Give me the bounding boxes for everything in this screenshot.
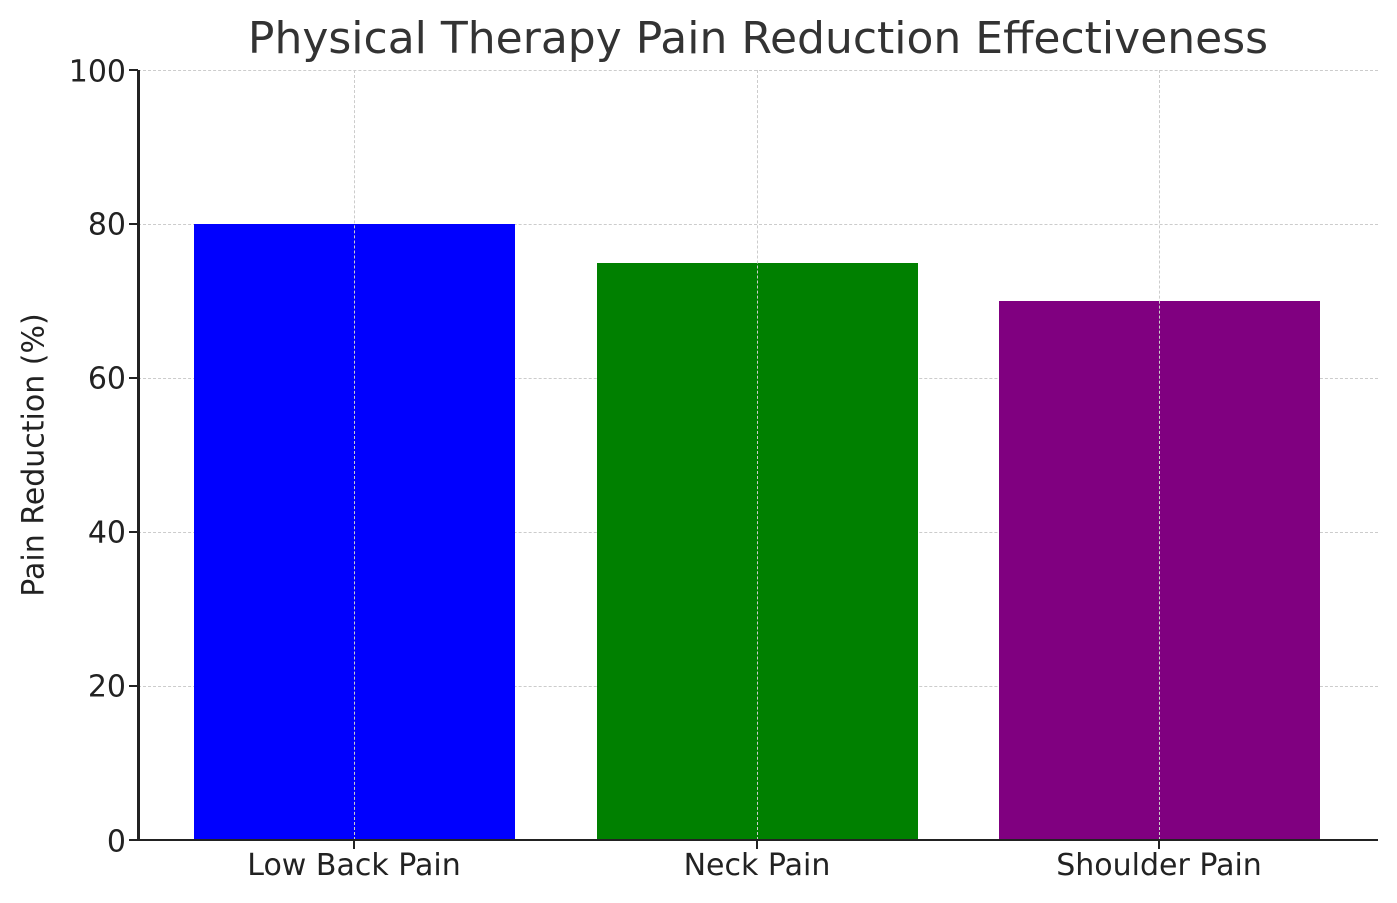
gridline-x-neck-pain xyxy=(757,70,758,840)
x-axis-line xyxy=(137,838,1378,841)
gridline-y-80 xyxy=(138,224,1378,225)
x-tick-label-low-back-pain: Low Back Pain xyxy=(247,848,461,883)
y-tick-20 xyxy=(129,685,138,687)
gridline-y-100 xyxy=(138,70,1378,71)
y-tick-0 xyxy=(129,839,138,841)
y-tick-label-0: 0 xyxy=(106,824,126,860)
y-tick-label-100: 100 xyxy=(68,54,126,90)
gridline-x-shoulder-pain xyxy=(1159,70,1160,840)
y-tick-label-40: 40 xyxy=(87,515,126,551)
y-tick-label-80: 80 xyxy=(87,207,126,243)
gridline-x-low-back-pain xyxy=(354,70,355,840)
y-tick-label-60: 60 xyxy=(87,361,126,397)
y-tick-100 xyxy=(129,69,138,71)
chart-title: Physical Therapy Pain Reduction Effectiv… xyxy=(247,13,1269,64)
x-tick-label-shoulder-pain: Shoulder Pain xyxy=(1056,848,1262,883)
y-tick-label-20: 20 xyxy=(87,669,126,705)
y-tick-40 xyxy=(129,531,138,533)
x-tick-low-back-pain xyxy=(353,840,355,849)
y-tick-60 xyxy=(129,377,138,379)
x-tick-neck-pain xyxy=(756,840,758,849)
y-axis-label: Pain Reduction (%) xyxy=(16,313,52,597)
plot-area: 0 20 40 60 80 100 Low Back Pain Neck Pai… xyxy=(69,55,1378,883)
x-tick-shoulder-pain xyxy=(1158,840,1160,849)
y-tick-80 xyxy=(129,223,138,225)
y-axis-line xyxy=(137,70,140,841)
x-tick-label-neck-pain: Neck Pain xyxy=(683,848,831,883)
